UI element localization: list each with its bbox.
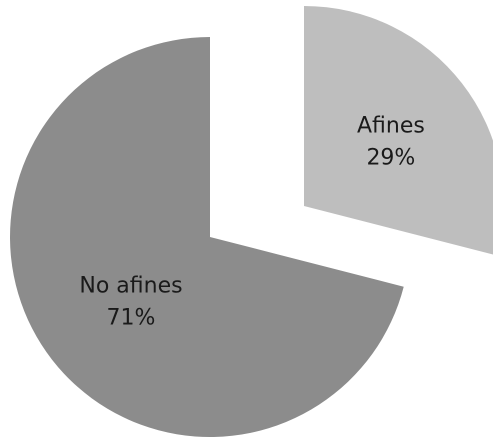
slice-value-afines: 29% bbox=[366, 146, 415, 171]
slice-label-afines: Afines bbox=[357, 114, 425, 139]
pie-slice-no-afines bbox=[10, 37, 404, 437]
slice-value-no-afines: 71% bbox=[107, 305, 156, 330]
slice-label-no-afines: No afines bbox=[79, 273, 182, 298]
pie-slice-afines bbox=[304, 6, 493, 255]
